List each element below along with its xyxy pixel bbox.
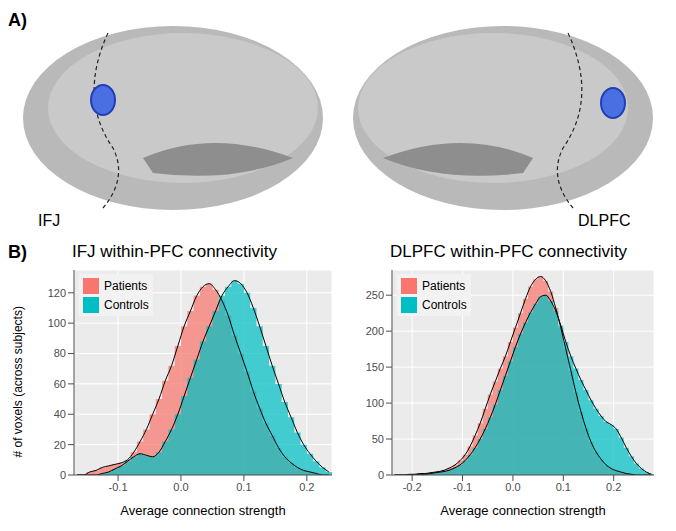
- svg-text:DLPFC: DLPFC: [578, 212, 630, 229]
- svg-text:-0.2: -0.2: [403, 481, 422, 493]
- svg-text:60: 60: [54, 378, 66, 390]
- svg-text:50: 50: [372, 433, 384, 445]
- html-text:Patients: Patients: [104, 278, 148, 293]
- svg-text:0: 0: [378, 469, 384, 481]
- svg-text:20: 20: [54, 439, 66, 451]
- svg-text:100: 100: [366, 397, 384, 409]
- html-text:Controls: Controls: [104, 297, 149, 312]
- svg-text:80: 80: [54, 347, 66, 359]
- html-text:Controls: Controls: [422, 297, 467, 312]
- svg-text:0.1: 0.1: [556, 481, 571, 493]
- html-text:IFJ within-PFC connectivity: IFJ within-PFC connectivity: [72, 242, 277, 261]
- svg-text:0: 0: [60, 469, 66, 481]
- svg-text:IFJ: IFJ: [38, 212, 60, 229]
- svg-text:0.2: 0.2: [299, 481, 314, 493]
- svg-text:-0.1: -0.1: [109, 481, 128, 493]
- svg-text:Average connection strength: Average connection strength: [440, 503, 605, 518]
- svg-text:0.0: 0.0: [505, 481, 520, 493]
- svg-text:100: 100: [48, 317, 66, 329]
- svg-text:-0.1: -0.1: [453, 481, 472, 493]
- svg-text:40: 40: [54, 408, 66, 420]
- html-text:B): B): [8, 242, 27, 262]
- svg-text:0.1: 0.1: [236, 481, 251, 493]
- html-text:DLPFC within-PFC connectivity: DLPFC within-PFC connectivity: [390, 242, 628, 261]
- svg-text:0.2: 0.2: [606, 481, 621, 493]
- svg-text:# of voxels (across subjects): # of voxels (across subjects): [11, 306, 25, 457]
- svg-text:150: 150: [366, 361, 384, 373]
- svg-text:Average connection strength: Average connection strength: [120, 503, 285, 518]
- html-text:Patients: Patients: [422, 278, 466, 293]
- svg-text:A): A): [8, 10, 27, 30]
- svg-text:0.0: 0.0: [173, 481, 188, 493]
- svg-text:200: 200: [366, 325, 384, 337]
- svg-text:120: 120: [48, 287, 66, 299]
- svg-text:250: 250: [366, 289, 384, 301]
